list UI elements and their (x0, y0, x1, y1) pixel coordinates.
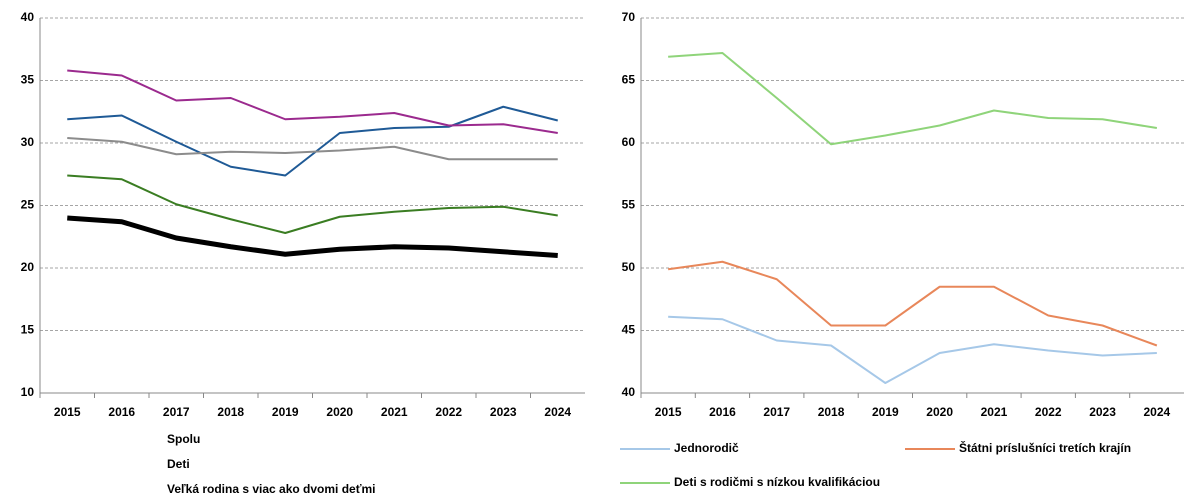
legend-label: Štátni príslušníci tretích krajín (959, 440, 1131, 455)
y-tick-label: 45 (622, 323, 636, 337)
series-line (668, 260, 1158, 347)
x-tick-label: 2023 (490, 405, 517, 419)
legend-label: Deti (167, 457, 190, 471)
x-tick-label: 2018 (818, 405, 845, 419)
x-tick-label: 2015 (655, 405, 682, 419)
legend-label: Spolu (167, 432, 200, 446)
series-line (67, 69, 558, 134)
y-tick-label: 40 (21, 10, 35, 24)
series-line (668, 52, 1158, 146)
y-tick-label: 60 (622, 135, 636, 149)
series-line (67, 137, 558, 161)
legend-label: Jednorodič (674, 441, 739, 455)
y-tick-label: 35 (21, 73, 35, 87)
x-tick-label: 2020 (926, 405, 953, 419)
x-tick-label: 2021 (981, 405, 1008, 419)
x-tick-label: 2017 (163, 405, 190, 419)
x-tick-label: 2020 (326, 405, 353, 419)
x-tick-label: 2024 (1143, 405, 1170, 419)
x-tick-label: 2015 (54, 405, 81, 419)
y-tick-label: 50 (622, 260, 636, 274)
x-tick-label: 2016 (108, 405, 135, 419)
x-tick-label: 2018 (217, 405, 244, 419)
y-tick-label: 15 (21, 323, 35, 337)
y-tick-label: 30 (21, 135, 35, 149)
y-tick-label: 65 (622, 73, 636, 87)
x-tick-label: 2023 (1089, 405, 1116, 419)
x-tick-label: 2024 (544, 405, 571, 419)
series-line (668, 315, 1157, 384)
x-tick-label: 2022 (1035, 405, 1062, 419)
legend-label: Deti s rodičmi s nízkou kvalifikáciou (674, 475, 880, 489)
x-tick-label: 2017 (763, 405, 790, 419)
series-line (67, 215, 558, 258)
y-tick-label: 70 (622, 10, 636, 24)
y-tick-label: 10 (21, 385, 35, 399)
legend-label: Veľká rodina s viac ako dvomi deťmi (167, 482, 375, 496)
series-line (67, 105, 558, 177)
y-tick-label: 55 (622, 198, 636, 212)
x-tick-label: 2019 (272, 405, 299, 419)
x-tick-label: 2016 (709, 405, 736, 419)
x-tick-label: 2022 (435, 405, 462, 419)
x-tick-label: 2021 (381, 405, 408, 419)
series-line (67, 174, 558, 234)
y-tick-label: 20 (21, 260, 35, 274)
x-tick-label: 2019 (872, 405, 899, 419)
y-tick-label: 25 (21, 198, 35, 212)
y-tick-label: 40 (622, 385, 636, 399)
